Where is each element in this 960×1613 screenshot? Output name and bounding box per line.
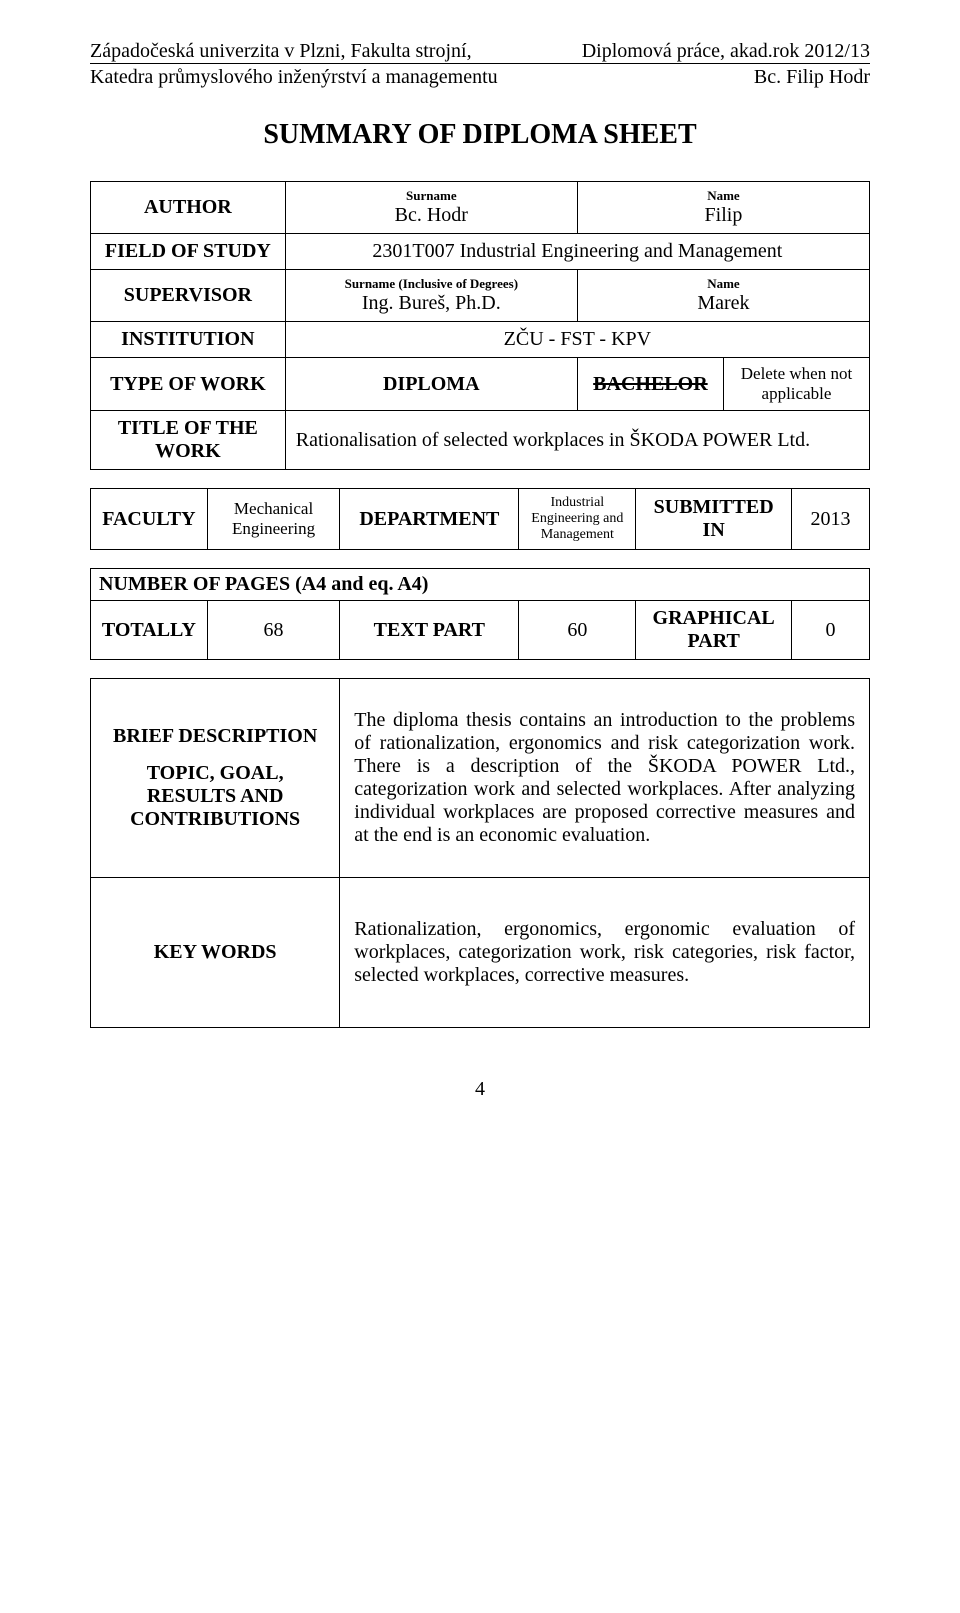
header-left-2: Katedra průmyslového inženýrství a manag… bbox=[90, 66, 498, 89]
pages-table: NUMBER OF PAGES (A4 and eq. A4) TOTALLY … bbox=[90, 568, 870, 660]
author-name-cell: Name Filip bbox=[577, 182, 869, 234]
supervisor-name: Marek bbox=[588, 292, 859, 315]
type-diploma: DIPLOMA bbox=[285, 358, 577, 411]
supervisor-surname-label: Surname (Inclusive of Degrees) bbox=[296, 276, 567, 292]
institution-value: ZČU - FST - KPV bbox=[285, 322, 869, 358]
author-name-label: Name bbox=[588, 188, 859, 204]
supervisor-label: SUPERVISOR bbox=[91, 270, 286, 322]
totally-label: TOTALLY bbox=[91, 601, 208, 660]
brief-label-sub: TOPIC, GOAL, RESULTS AND CONTRIBUTIONS bbox=[101, 762, 329, 831]
author-label: AUTHOR bbox=[91, 182, 286, 234]
submitted-value: 2013 bbox=[792, 489, 870, 550]
type-label: TYPE OF WORK bbox=[91, 358, 286, 411]
brief-label-cell: BRIEF DESCRIPTION TOPIC, GOAL, RESULTS A… bbox=[91, 679, 340, 878]
supervisor-surname-cell: Surname (Inclusive of Degrees) Ing. Bure… bbox=[285, 270, 577, 322]
keywords-text: Rationalization, ergonomics, ergonomic e… bbox=[340, 878, 870, 1028]
faculty-value: Mechanical Engineering bbox=[207, 489, 339, 550]
keywords-label: KEY WORDS bbox=[91, 878, 340, 1028]
submitted-label: SUBMITTED IN bbox=[636, 489, 792, 550]
author-surname: Bc. Hodr bbox=[296, 204, 567, 227]
page-number: 4 bbox=[90, 1078, 870, 1101]
header-right-2: Bc. Filip Hodr bbox=[754, 66, 870, 89]
author-surname-cell: Surname Bc. Hodr bbox=[285, 182, 577, 234]
supervisor-name-label: Name bbox=[588, 276, 859, 292]
title-work-label: TITLE OF THE WORK bbox=[91, 411, 286, 470]
header-right-1: Diplomová práce, akad.rok 2012/13 bbox=[582, 40, 870, 63]
field-value: 2301T007 Industrial Engineering and Mana… bbox=[285, 234, 869, 270]
faculty-label: FACULTY bbox=[91, 489, 208, 550]
supervisor-name-cell: Name Marek bbox=[577, 270, 869, 322]
dept-value: Industrial Engineering and Management bbox=[519, 489, 636, 550]
supervisor-surname: Ing. Bureš, Ph.D. bbox=[296, 292, 567, 315]
author-surname-label: Surname bbox=[296, 188, 567, 204]
pages-header: NUMBER OF PAGES (A4 and eq. A4) bbox=[91, 569, 870, 601]
totally-value: 68 bbox=[207, 601, 339, 660]
brief-text: The diploma thesis contains an introduct… bbox=[340, 679, 870, 878]
type-note: Delete when not applicable bbox=[723, 358, 869, 411]
info-table: AUTHOR Surname Bc. Hodr Name Filip FIELD… bbox=[90, 181, 870, 470]
textpart-value: 60 bbox=[519, 601, 636, 660]
type-bachelor: BACHELOR bbox=[577, 358, 723, 411]
brief-label-title: BRIEF DESCRIPTION bbox=[101, 725, 329, 748]
title-work-value: Rationalisation of selected workplaces i… bbox=[285, 411, 869, 470]
author-name: Filip bbox=[588, 204, 859, 227]
dept-label: DEPARTMENT bbox=[340, 489, 519, 550]
header-rule bbox=[90, 63, 870, 64]
graphical-value: 0 bbox=[792, 601, 870, 660]
desc-table: BRIEF DESCRIPTION TOPIC, GOAL, RESULTS A… bbox=[90, 678, 870, 1028]
graphical-label: GRAPHICAL PART bbox=[636, 601, 792, 660]
page-title: SUMMARY OF DIPLOMA SHEET bbox=[90, 119, 870, 151]
textpart-label: TEXT PART bbox=[340, 601, 519, 660]
faculty-table: FACULTY Mechanical Engineering DEPARTMEN… bbox=[90, 488, 870, 550]
institution-label: INSTITUTION bbox=[91, 322, 286, 358]
field-label: FIELD OF STUDY bbox=[91, 234, 286, 270]
header-left-1: Západočeská univerzita v Plzni, Fakulta … bbox=[90, 40, 472, 63]
